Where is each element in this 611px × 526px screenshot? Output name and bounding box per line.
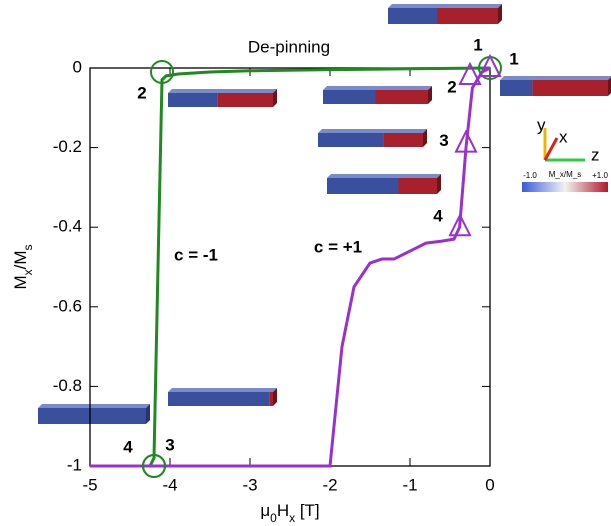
bar-side — [273, 89, 277, 107]
magnet-bar — [318, 129, 427, 147]
colorbar — [522, 182, 608, 192]
annotation: De-pinning — [248, 37, 330, 56]
magnet-bar — [168, 89, 277, 107]
bar-blue — [500, 80, 533, 96]
colorbar-min: -1.0 — [523, 171, 537, 180]
y-tick-label: 0 — [73, 57, 82, 76]
x-axis-label: μ0Hx [T] — [260, 501, 319, 525]
bar-blue — [38, 408, 146, 424]
series-label: c = -1 — [174, 245, 218, 264]
marker-label: 4 — [123, 437, 133, 456]
bar-top — [168, 388, 277, 392]
x-tick-label: 0 — [485, 475, 494, 494]
magnet-bar — [38, 404, 150, 424]
marker — [142, 454, 166, 478]
bar-red — [532, 80, 608, 96]
y-tick-label: -1 — [67, 455, 82, 474]
bar-side — [498, 4, 502, 24]
bar-top — [38, 404, 150, 408]
x-axis-label-part: [T] — [295, 501, 320, 520]
bar-side — [428, 86, 432, 104]
axis-letter: y — [537, 115, 546, 134]
bar-red — [269, 392, 273, 406]
axis-letter: z — [591, 145, 600, 164]
bar-top — [318, 129, 427, 133]
bar-top — [168, 89, 277, 93]
bar-side — [423, 129, 427, 147]
bar-blue — [168, 93, 218, 107]
axis-arrow — [543, 137, 559, 161]
marker-label: 2 — [447, 77, 456, 96]
marker — [478, 53, 502, 77]
bar-top — [327, 174, 441, 178]
bar-blue — [168, 392, 270, 406]
x-tick-label: -5 — [82, 475, 97, 494]
bar-red — [217, 93, 273, 107]
marker-label: 2 — [137, 83, 146, 102]
marker-label: 3 — [165, 435, 174, 454]
marker-label: 1 — [509, 49, 518, 68]
bar-side — [437, 174, 441, 194]
y-tick-label: -0.8 — [53, 376, 82, 395]
x-tick-label: -3 — [242, 475, 257, 494]
marker — [150, 59, 174, 84]
y-axis-label-part: x — [21, 269, 35, 275]
magnet-bar — [388, 4, 502, 24]
marker — [454, 129, 478, 153]
x-axis-label-part: 0 — [270, 511, 277, 525]
marker-label: 3 — [439, 131, 448, 150]
bar-side — [608, 77, 611, 96]
x-tick-label: -1 — [402, 475, 417, 494]
y-tick-label: -0.4 — [53, 217, 82, 236]
magnet-bar — [327, 174, 441, 194]
marker — [458, 61, 482, 85]
bar-blue — [327, 178, 399, 194]
bar-top — [500, 76, 611, 80]
bar-side — [273, 388, 277, 406]
bar-red — [437, 8, 498, 24]
axis-letter: x — [559, 127, 568, 146]
bar-red — [383, 133, 423, 147]
x-axis-label-part: x — [289, 511, 295, 525]
marker-label: 4 — [433, 207, 443, 226]
magnet-bar — [500, 76, 611, 96]
marker — [448, 212, 472, 237]
series-line — [90, 66, 491, 468]
x-axis-label-part: μ — [260, 501, 270, 520]
x-tick-label: -2 — [322, 475, 337, 494]
x-tick-label: -4 — [162, 475, 177, 494]
series-label: c = +1 — [314, 237, 362, 256]
bar-blue — [388, 8, 438, 24]
magnet-bar — [323, 86, 432, 104]
x-axis-label-part: H — [277, 501, 289, 520]
bar-top — [388, 4, 502, 8]
marker-label: 1 — [473, 35, 482, 54]
y-axis-label-part: /M — [11, 250, 30, 269]
y-axis-label: Mx/Ms — [11, 244, 35, 289]
colorbar-label: M_x/M_s — [549, 170, 581, 179]
bar-side — [146, 404, 150, 424]
y-tick-label: -0.2 — [53, 137, 82, 156]
bar-top — [323, 86, 432, 90]
y-axis-label-part: s — [21, 244, 35, 250]
magnet-bar — [168, 388, 277, 406]
y-axis-label-part: M — [11, 275, 30, 289]
colorbar-max: +1.0 — [592, 171, 608, 180]
bar-red — [375, 90, 428, 104]
bar-blue — [323, 90, 376, 104]
bar-red — [398, 178, 437, 194]
y-tick-label: -0.6 — [53, 296, 82, 315]
bar-blue — [318, 133, 384, 147]
